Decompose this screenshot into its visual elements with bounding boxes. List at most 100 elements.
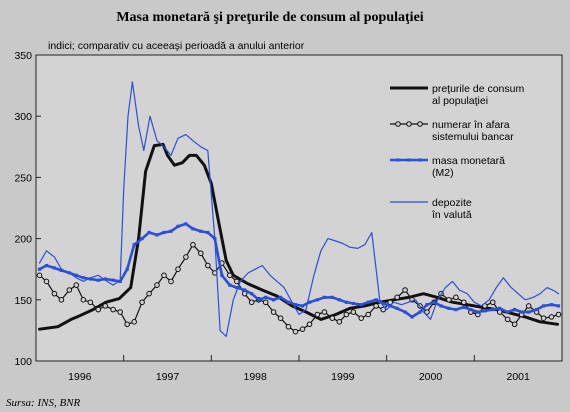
data-point: [88, 277, 92, 281]
data-point: [37, 267, 42, 271]
data-point: [549, 303, 554, 307]
data-point: [498, 306, 502, 310]
data-point: [102, 303, 109, 309]
data-point: [314, 311, 321, 318]
data-point: [541, 304, 546, 308]
legend-label: sistemului bancar: [432, 131, 514, 143]
data-point: [307, 300, 312, 304]
data-point: [124, 321, 130, 328]
data-point: [506, 310, 510, 314]
data-point: [469, 307, 473, 312]
data-point: [315, 298, 320, 302]
data-point: [439, 304, 443, 308]
data-point: [373, 303, 379, 309]
data-point: [169, 229, 173, 233]
data-point: [556, 304, 561, 308]
data-point: [161, 272, 167, 279]
data-point: [446, 297, 452, 303]
legend-marker: [396, 158, 400, 162]
data-point: [394, 294, 400, 301]
x-tick-label: 2000: [419, 371, 443, 383]
data-point: [462, 305, 466, 309]
data-point: [43, 278, 50, 285]
data-point: [453, 294, 459, 301]
legend-marker: [406, 121, 412, 127]
legend-label: în valută: [431, 209, 472, 221]
data-point: [380, 306, 386, 313]
legend-label: masa monetară: [432, 155, 505, 167]
data-point: [154, 282, 160, 288]
plot-area: 100 150 200 250 300 350 1996 1997 1998 1999 2000 20…: [14, 50, 563, 383]
data-point: [278, 295, 283, 299]
source-note: Sursa: INS, BNR: [6, 397, 81, 409]
data-point: [321, 309, 328, 315]
data-point: [190, 241, 196, 248]
data-point: [125, 267, 129, 271]
data-point: [118, 279, 122, 284]
x-tick-label: 2001: [506, 371, 530, 383]
data-point: [366, 300, 370, 304]
data-point: [117, 309, 123, 315]
data-point: [162, 230, 166, 235]
data-point: [80, 297, 87, 303]
data-point: [139, 299, 145, 306]
data-point: [299, 326, 306, 332]
data-point: [402, 287, 408, 293]
data-point: [73, 282, 80, 288]
legend-marker: [418, 158, 422, 162]
data-point: [205, 262, 211, 269]
data-point: [330, 295, 334, 299]
data-point: [306, 321, 313, 328]
data-point: [74, 273, 78, 277]
data-point: [358, 315, 365, 321]
data-point: [175, 266, 181, 273]
data-point: [511, 321, 518, 328]
data-point: [199, 229, 203, 233]
legend-label: (M2): [432, 167, 454, 179]
data-point: [206, 230, 210, 235]
legend-marker: [395, 121, 401, 127]
y-tick-label: 250: [14, 172, 32, 184]
data-point: [489, 299, 496, 306]
data-point: [44, 263, 49, 268]
data-point: [59, 268, 64, 273]
x-tick-label: 1999: [331, 371, 355, 383]
data-point: [350, 309, 357, 315]
legend-label: preţurile de consum: [432, 83, 524, 95]
data-point: [132, 243, 136, 247]
x-tick-label: 1998: [243, 371, 267, 383]
chart-title: Masa monetară şi preţurile de consum al …: [116, 10, 423, 25]
data-point: [395, 306, 399, 310]
data-point: [555, 311, 562, 318]
data-point: [548, 314, 555, 320]
data-point: [285, 323, 292, 330]
data-point: [359, 303, 363, 307]
data-point: [293, 303, 298, 307]
data-point: [365, 311, 372, 318]
data-point: [146, 290, 152, 297]
data-point: [95, 306, 102, 313]
data-point: [418, 310, 422, 314]
data-point: [277, 315, 284, 321]
y-tick-label: 150: [14, 295, 32, 307]
data-point: [66, 287, 73, 293]
legend-marker: [417, 121, 423, 127]
data-point: [262, 299, 269, 306]
y-tick-label: 300: [14, 111, 32, 123]
data-point: [52, 266, 57, 270]
data-point: [103, 277, 107, 281]
y-tick-label: 100: [14, 356, 32, 368]
data-point: [183, 254, 189, 260]
data-point: [337, 298, 341, 302]
data-point: [343, 311, 350, 318]
data-point: [461, 299, 467, 306]
data-point: [454, 307, 458, 312]
chart-subtitle: indici; comparativ cu aceeaşi perioadă a…: [48, 40, 305, 52]
data-point: [344, 300, 348, 304]
data-point: [140, 237, 144, 241]
data-point: [271, 298, 276, 302]
data-point: [329, 315, 336, 321]
data-point: [81, 276, 85, 280]
